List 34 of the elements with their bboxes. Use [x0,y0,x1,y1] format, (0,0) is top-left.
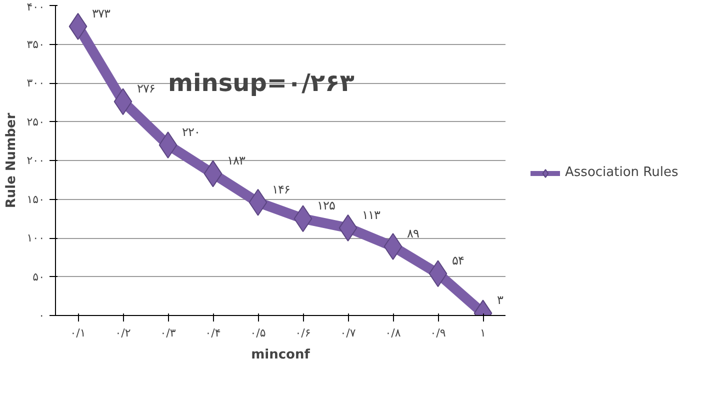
x-tick-label: ۰/۸ [385,326,401,340]
x-tick-label: ۰/۶ [295,326,311,340]
legend-label: Association Rules [565,165,678,180]
y-tick-label: ۳۵۰ [26,38,45,51]
x-tick-label: ۰/۹ [430,326,446,340]
x-tick-label: ۰/۷ [340,326,356,340]
y-tick-label: ۴۰۰ [26,0,45,14]
data-label: ۲۷۶ [137,82,155,96]
y-tick-label: ۱۰۰ [26,232,45,244]
x-tick-label: ۰/۵ [250,326,266,340]
y-tick-label: ۰ [38,309,45,322]
y-tick-label: ۲۵۰ [26,115,45,128]
x-tick-label: ۰/۴ [205,326,221,340]
y-tick-label: ۳۰۰ [26,76,45,90]
data-label: ۱۸۳ [227,154,246,168]
x-tick-label: ۰/۳ [160,326,176,340]
y-axis-title: Rule Number [4,112,19,208]
point [158,132,178,158]
x-tick-label: ۰/۱ [70,326,86,340]
y-tick-label: ۱۵۰ [26,192,45,206]
data-label: ۸۹ [407,226,419,241]
data-label: ۳ [497,293,504,308]
x-tick-label: ۱ [480,326,486,340]
data-label: ۱۲۵ [317,198,335,213]
data-label: ۱۴۶ [272,182,290,196]
x-axis-title: minconf [251,348,310,362]
data-label: ۵۴ [452,254,464,268]
y-tick-label: ۵۰ [32,270,45,284]
text: minsup=۰/۲۶۳ [168,69,355,97]
data-label: ۲۲۰ [182,125,200,139]
data-label: ۳۷۳ [92,6,111,20]
y-tick-label: ۲۰۰ [26,154,45,167]
data-label: ۱۱۳ [362,208,381,222]
x-tick-label: ۰/۲ [115,326,131,340]
